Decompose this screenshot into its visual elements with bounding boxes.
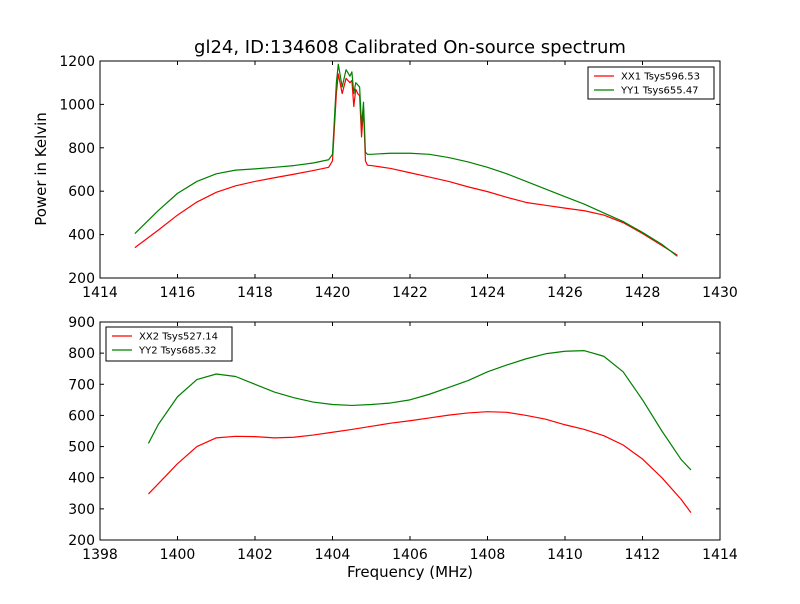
top-x-tick-label: 1426 [547,285,583,301]
bottom-legend-box [105,326,233,362]
top-y-tick-label: 1200 [59,54,95,70]
bottom-x-tick-label: 1408 [470,547,506,563]
bottom-x-tick-label: 1404 [315,547,351,563]
bottom-x-tick-label: 1414 [702,547,738,563]
bottom-y-tick-label: 900 [68,315,95,331]
top-series-line-2 [134,63,678,257]
top-x-tick-label: 1422 [392,285,428,301]
bottom-y-tick-label: 500 [68,440,95,456]
bottom-y-tick-label: 800 [68,346,95,362]
bottom-y-tick-label: 700 [68,377,95,393]
bottom-y-tick-label: 600 [68,408,95,424]
bottom-legend-label-2: YY2 Tsys685.32 [138,346,217,357]
bottom-series-line-1 [148,411,692,513]
top-y-tick-label: 400 [68,228,95,244]
bottom-y-tick-label: 400 [68,471,95,487]
top-y-tick-label: 800 [68,141,95,157]
bottom-x-tick-label: 1406 [392,547,428,563]
top-x-tick-label: 1416 [160,285,196,301]
bottom-y-tick-label: 300 [68,502,95,518]
bottom-x-tick-label: 1398 [82,547,118,563]
top-legend-box [587,66,715,100]
top-x-tick-label: 1418 [237,285,273,301]
x-axis-label: Frequency (MHz) [347,563,473,581]
top-series-line-1 [134,73,678,256]
top-legend-label-2: YY1 Tsys655.47 [620,86,699,97]
top-y-tick-label: 200 [68,271,95,287]
bottom-y-tick-label: 200 [68,533,95,549]
bottom-x-tick-label: 1400 [160,547,196,563]
bottom-series-line-2 [147,350,692,471]
bottom-x-tick-label: 1412 [625,547,661,563]
top-x-tick-label: 1414 [82,285,118,301]
bottom-legend-label-1: XX2 Tsys527.14 [139,332,218,343]
bottom-x-tick-label: 1410 [547,547,583,563]
top-y-axis-label: Power in Kelvin [32,112,50,226]
top-y-tick-label: 600 [68,184,95,200]
bottom-x-tick-label: 1402 [237,547,273,563]
top-x-tick-label: 1430 [702,285,738,301]
chart-title: gl24, ID:134608 Calibrated On-source spe… [194,37,626,58]
top-y-tick-label: 1000 [59,97,95,113]
top-x-tick-label: 1424 [470,285,506,301]
top-x-tick-label: 1428 [625,285,661,301]
top-legend-label-1: XX1 Tsys596.53 [621,72,700,83]
top-x-tick-label: 1420 [315,285,351,301]
